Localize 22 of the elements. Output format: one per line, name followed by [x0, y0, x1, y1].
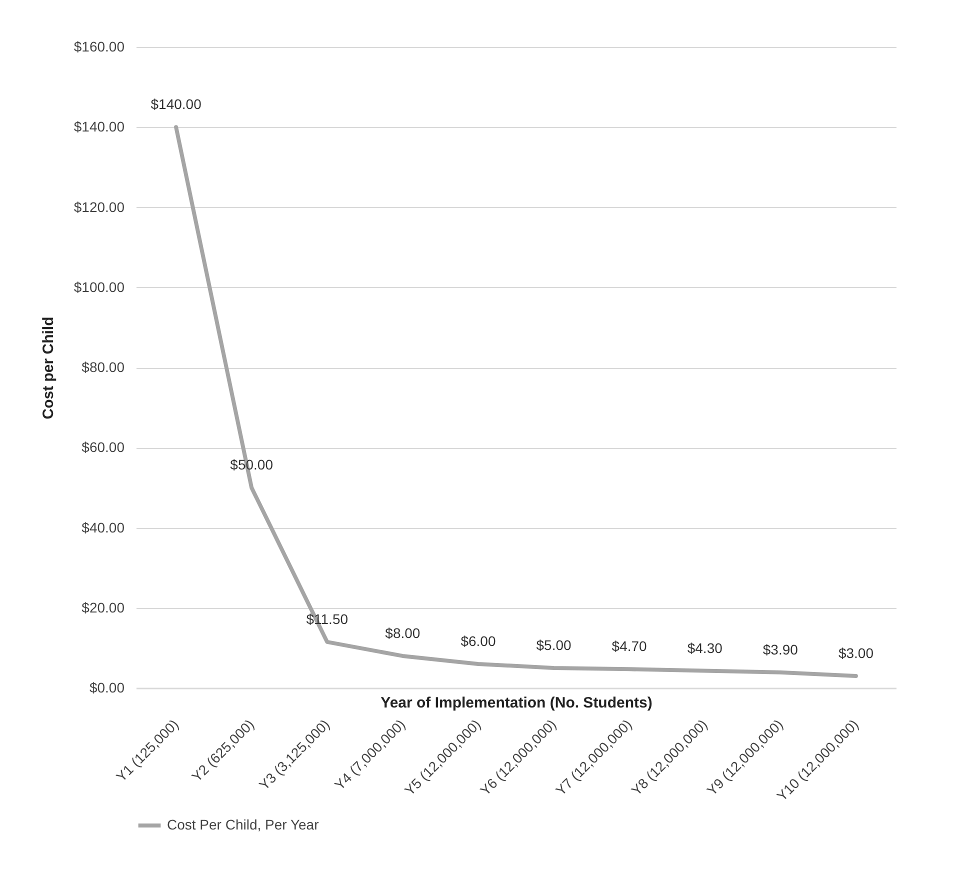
y-tick-label: $40.00 — [82, 519, 125, 536]
data-label: $140.00 — [150, 96, 202, 112]
y-tick-label: $60.00 — [82, 439, 125, 456]
y-tick-label: $120.00 — [74, 198, 125, 215]
y-tick-label: $100.00 — [74, 278, 125, 295]
y-tick-label: $20.00 — [82, 599, 125, 616]
data-label: $8.00 — [385, 624, 420, 641]
data-label: $50.00 — [230, 456, 274, 473]
data-label: $4.30 — [687, 640, 723, 656]
data-label: $5.00 — [536, 636, 572, 653]
y-axis-title: Cost per Child — [40, 316, 57, 420]
data-label: $3.00 — [838, 644, 874, 661]
x-axis-title: Year of Implementation (No. Students) — [380, 694, 652, 712]
y-tick-label: $160.00 — [74, 38, 125, 54]
data-label: $11.50 — [306, 610, 348, 627]
y-tick-label: $140.00 — [74, 118, 125, 135]
data-label: $4.70 — [612, 638, 648, 654]
y-tick-label: $80.00 — [82, 359, 125, 375]
y-tick-label: $0.00 — [89, 680, 125, 696]
data-label: $3.90 — [762, 641, 798, 658]
legend-label: Cost Per Child, Per Year — [167, 816, 320, 832]
data-label: $6.00 — [460, 632, 496, 649]
